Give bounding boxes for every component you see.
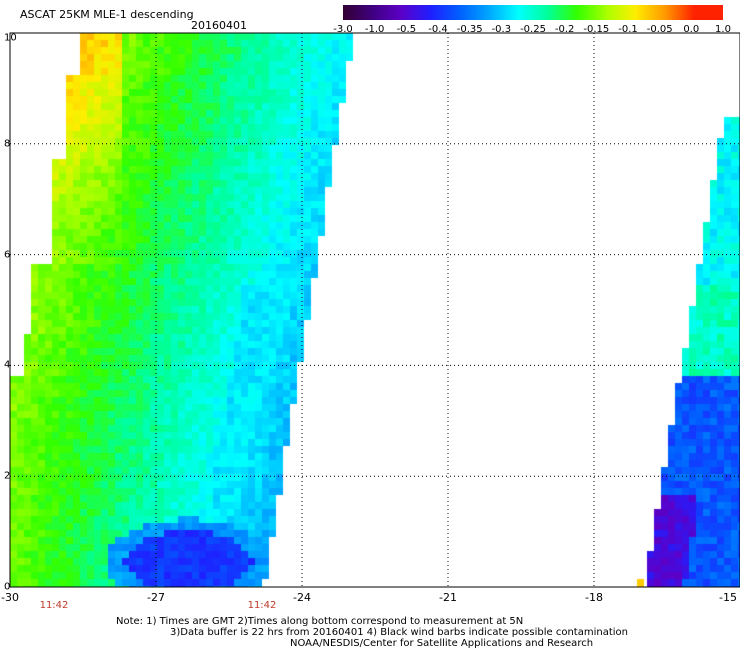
colorbar-segment [547, 5, 578, 20]
colorbar-tick-label: -0.35 [456, 24, 483, 35]
colorbar-segment [606, 5, 636, 20]
colorbar-segment [635, 5, 666, 20]
colorbar-segment [343, 5, 373, 20]
colorbar-tick-label: -0.25 [520, 24, 546, 35]
map-date: 20160401 [191, 19, 247, 32]
x-tick-label: -30 [1, 591, 19, 604]
swath-image [10, 33, 740, 587]
y-tick-label: 8 [4, 138, 11, 150]
note-line-1: Note: 1) Times are GMT 2)Times along bot… [116, 616, 524, 627]
colorbar-tick-label: -0.3 [491, 24, 512, 35]
x-tick-label: -15 [719, 591, 737, 604]
colorbar-segment [430, 5, 461, 20]
y-tick-label: 4 [4, 359, 11, 371]
colorbar-tick-label: -0.1 [618, 24, 638, 35]
y-tick-label: 0 [4, 581, 11, 593]
map-title: ASCAT 25KM MLE-1 descending [20, 8, 194, 21]
colorbar-segment [401, 5, 432, 20]
colorbar-tick-label: -3.0 [333, 24, 353, 35]
y-tick-label: 6 [4, 249, 11, 261]
colorbar-tick-label: -0.4 [428, 24, 448, 35]
colorbar-tick-label: -0.05 [646, 24, 673, 35]
colorbar-segment [664, 5, 695, 20]
y-tick-label: 10 [4, 32, 17, 44]
x-tick-label: -24 [293, 591, 311, 604]
colorbar-tick-label: 0.0 [683, 24, 700, 35]
note-line-2: 3)Data buffer is 22 hrs from 20160401 4)… [170, 627, 628, 638]
colorbar-tick-label: -0.5 [396, 24, 417, 35]
colorbar-tick-label: -0.2 [554, 24, 575, 35]
plot-frame [9, 32, 740, 588]
x-tick-label: -18 [585, 591, 603, 604]
x-tick-label: -27 [147, 591, 165, 604]
time-label-left: 11:42 [39, 600, 69, 611]
colorbar-segment [489, 5, 519, 20]
colorbar-segment [693, 5, 724, 20]
colorbar [343, 5, 724, 20]
note-line-3: NOAA/NESDIS/Center for Satellite Applica… [290, 638, 594, 649]
x-tick-label: -21 [439, 591, 457, 604]
y-tick-label: 2 [4, 470, 11, 482]
colorbar-segment [576, 5, 607, 20]
time-label-right: 11:42 [247, 600, 277, 611]
colorbar-tick-label: -0.15 [583, 24, 610, 35]
colorbar-segment [372, 5, 402, 20]
colorbar-tick-label: 1.0 [715, 24, 731, 35]
colorbar-tick-label: -1.0 [364, 24, 385, 35]
colorbar-segment [518, 5, 549, 20]
colorbar-segment [459, 5, 490, 20]
